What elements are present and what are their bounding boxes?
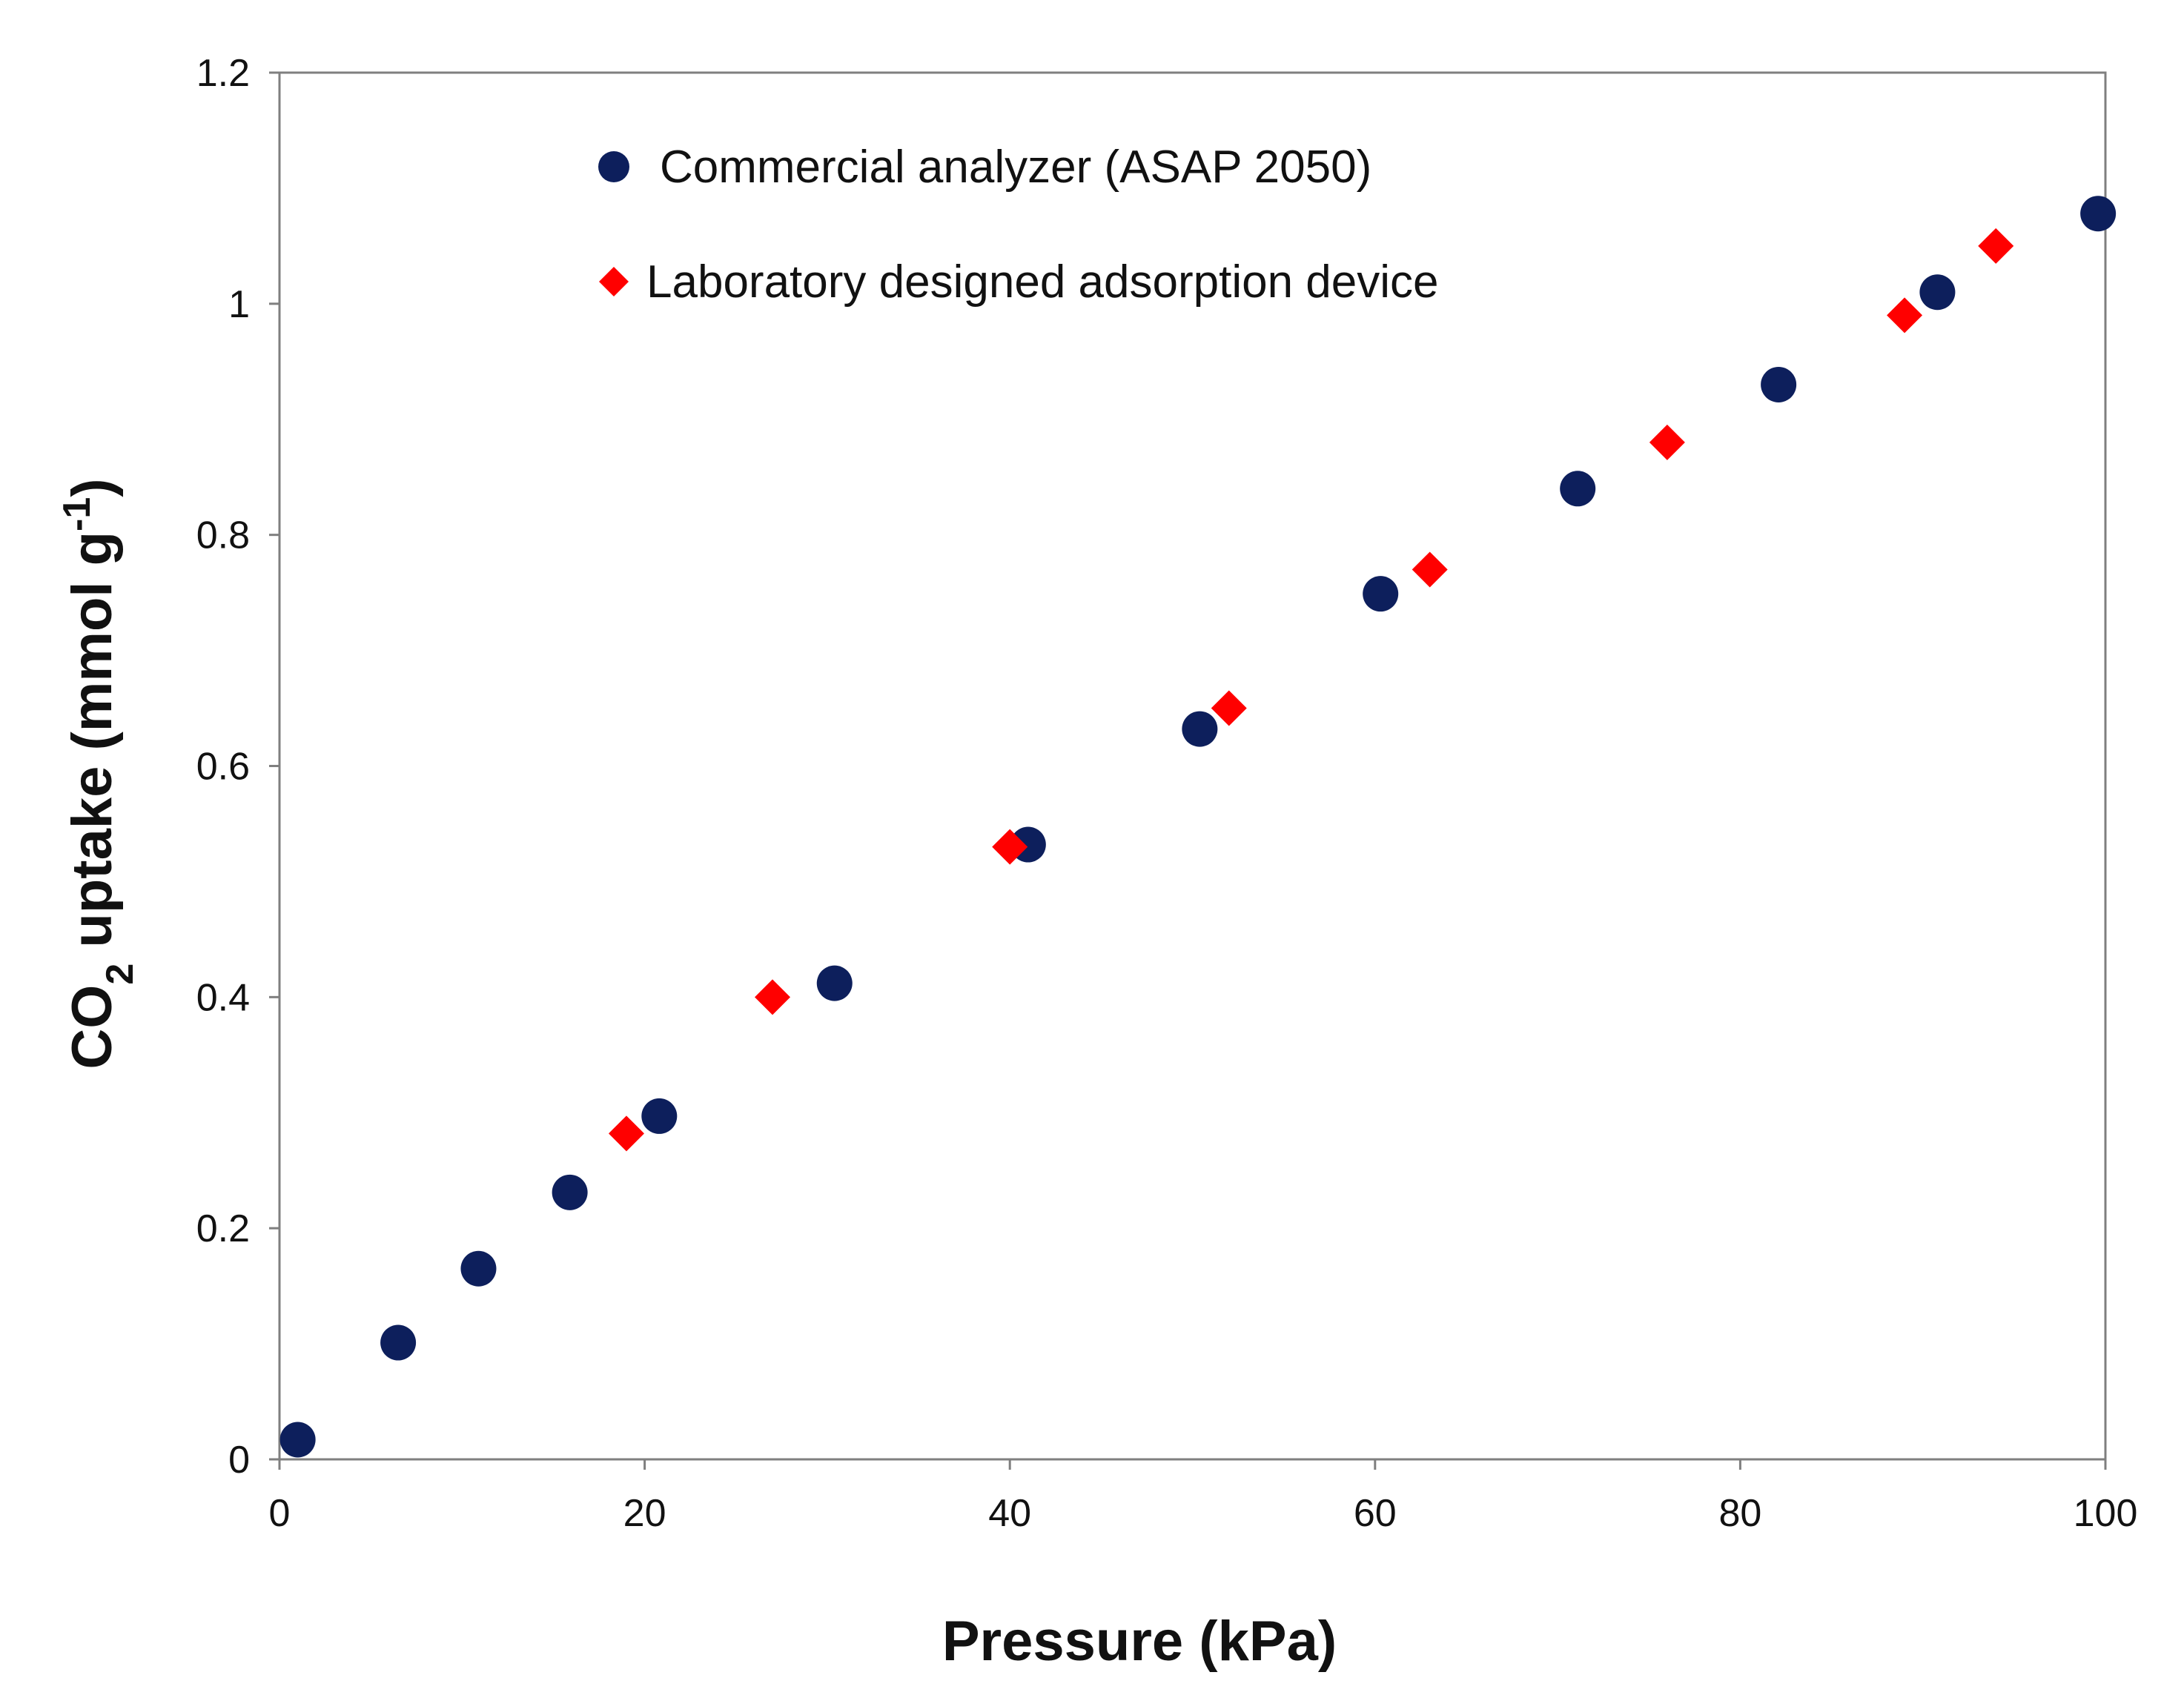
legend-marker-commercial-analyzer [598,151,629,182]
point-laboratory-device [1887,297,1923,334]
y-axis-title-subscript: 2 [99,964,142,985]
x-tick-label: 20 [623,1492,666,1535]
legend: Commercial analyzer (ASAP 2050) Laborato… [598,142,1439,308]
point-commercial-analyzer [1182,711,1218,747]
x-tick-label: 60 [1354,1492,1397,1535]
point-commercial-analyzer [279,1422,316,1458]
point-commercial-analyzer [1560,471,1596,507]
y-axis-title-prefix: CO [61,985,124,1069]
point-commercial-analyzer [1919,274,1956,311]
x-tick-label: 40 [988,1492,1031,1535]
point-commercial-analyzer [641,1098,678,1134]
x-tick-label: 0 [269,1492,291,1535]
y-tick-label: 1.2 [196,52,250,95]
ticks: 0 20 40 60 80 100 0 0.2 0.4 0.6 0.8 1 1.2 [196,52,2138,1535]
point-commercial-analyzer [816,965,853,1001]
y-axis-title-superscript: -1 [56,497,99,531]
y-tick-label: 0.6 [196,746,250,789]
point-commercial-analyzer [460,1250,497,1287]
y-tick-label: 0 [228,1439,250,1482]
point-commercial-analyzer [1363,576,1399,612]
x-tick-label: 100 [2074,1492,2138,1535]
point-laboratory-device [992,829,1028,865]
point-commercial-analyzer [2080,196,2117,232]
legend-label-laboratory-device: Laboratory designed adsorption device [646,256,1439,308]
y-tick-label: 0.8 [196,514,250,557]
data-points [279,196,2117,1458]
x-axis-title: Pressure (kPa) [942,1610,1337,1673]
y-axis-title-middle: uptake (mmol g [61,531,124,964]
point-laboratory-device [1412,551,1448,588]
y-tick-label: 1 [228,283,250,326]
x-tick-label: 80 [1718,1492,1761,1535]
y-tick-label: 0.4 [196,976,250,1019]
y-axis-title-suffix: ) [61,478,124,497]
point-commercial-analyzer [552,1174,588,1210]
point-commercial-analyzer [1761,366,1797,402]
point-laboratory-device [1211,690,1247,726]
y-tick-label: 0.2 [196,1207,250,1250]
legend-label-commercial-analyzer: Commercial analyzer (ASAP 2050) [660,142,1371,193]
point-laboratory-device [608,1115,644,1152]
point-laboratory-device [1978,228,2014,264]
y-axis-title: CO2 uptake (mmol g-1) [56,478,142,1069]
point-commercial-analyzer [380,1324,417,1361]
point-laboratory-device [755,979,791,1015]
point-laboratory-device [1649,424,1685,460]
legend-marker-laboratory-device [599,267,629,296]
